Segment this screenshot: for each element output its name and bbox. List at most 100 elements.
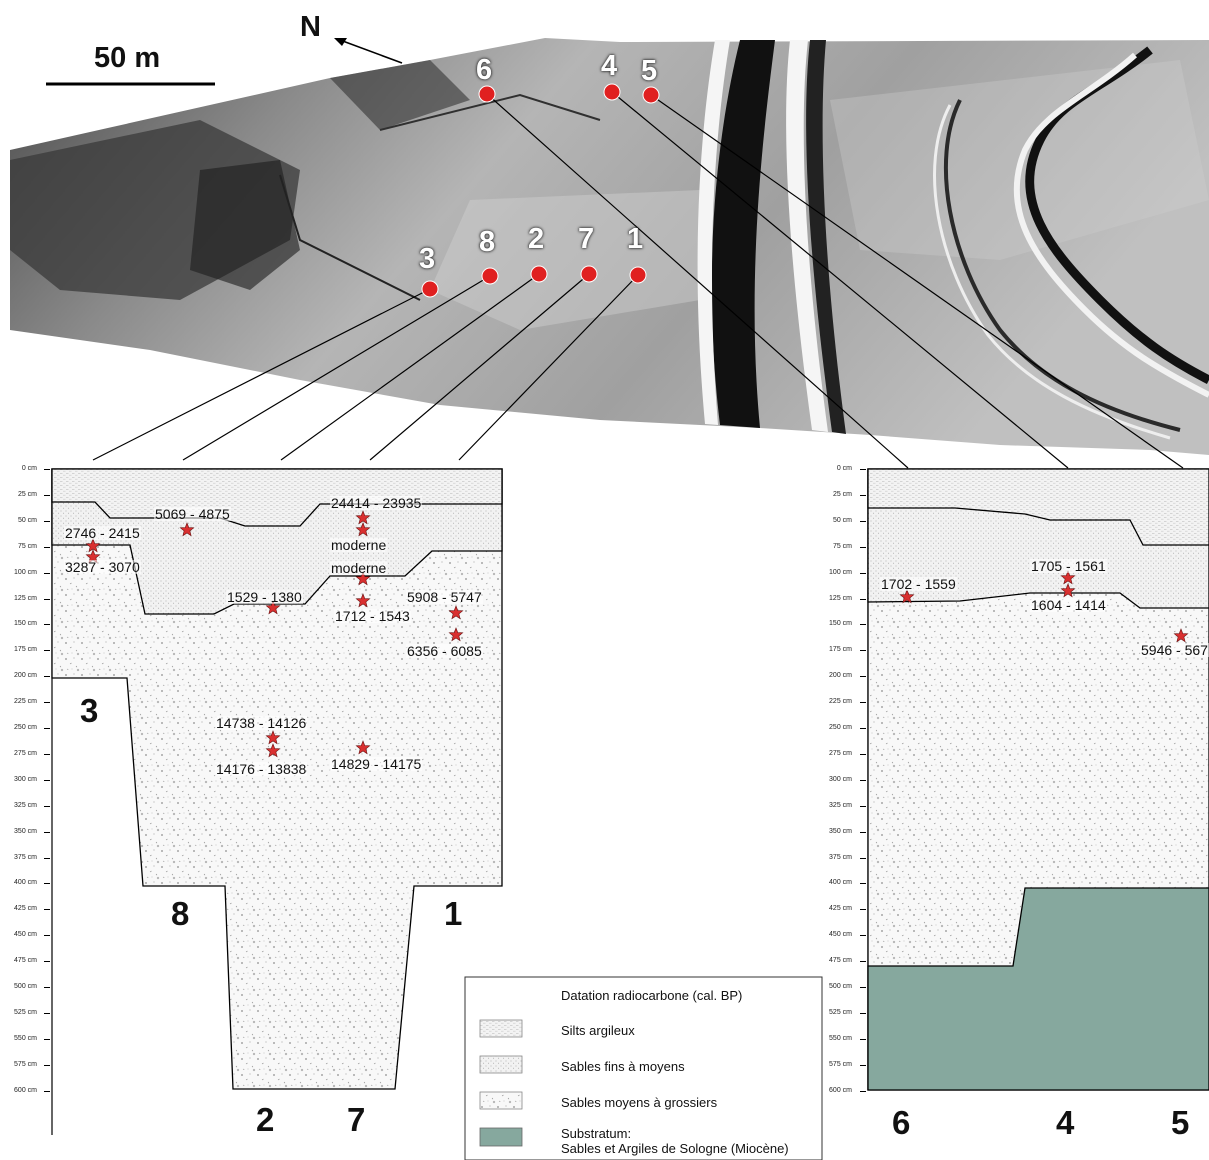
depth-tick-label: 150 cm	[829, 620, 852, 628]
depth-tick-label: 550 cm	[14, 1034, 37, 1042]
map-point-label-4: 4	[601, 50, 618, 82]
date-label: 1712 - 1543	[334, 608, 411, 624]
scale-bar-label: 50 m	[94, 42, 161, 74]
radiocarbon-star-icon	[355, 522, 371, 537]
depth-tick-mark	[44, 1064, 50, 1066]
depth-tick-label: 200 cm	[829, 672, 852, 680]
depth-tick-mark	[860, 987, 866, 988]
depth-tick-label: 600 cm	[829, 1086, 852, 1094]
right-section	[867, 468, 1209, 1091]
depth-tick-mark	[44, 987, 50, 988]
depth-tick-label: 175 cm	[829, 646, 852, 654]
depth-tick-label: 275 cm	[14, 749, 37, 757]
depth-tick-label: 50 cm	[17, 516, 37, 524]
depth-tick-label: 250 cm	[829, 724, 852, 731]
depth-tick-label: 525 cm	[829, 1008, 852, 1016]
radiocarbon-star-icon	[355, 593, 371, 608]
depth-tick-mark	[860, 935, 866, 937]
date-label: 2746 - 2415	[64, 525, 141, 541]
depth-tick-label: 425 cm	[14, 905, 37, 913]
depth-tick-mark	[44, 961, 50, 963]
depth-tick-mark	[860, 805, 866, 807]
depth-tick-mark	[860, 520, 866, 522]
depth-tick-mark	[44, 753, 50, 755]
map-point-label-8: 8	[479, 226, 496, 258]
layer-silt-right	[867, 468, 1209, 546]
depth-tick-mark	[860, 650, 866, 652]
depth-tick-mark	[44, 935, 50, 937]
radiocarbon-star-icon	[85, 538, 101, 553]
legend-label-fine-sand: Sables fins à moyens	[561, 1059, 685, 1074]
date-label: 1604 - 1414	[1030, 597, 1107, 613]
legend-swatch-fine-sand	[479, 1055, 523, 1074]
depth-tick-mark	[44, 1038, 50, 1040]
depth-tick-label: 425 cm	[829, 905, 852, 913]
depth-tick-label: 500 cm	[829, 983, 852, 990]
date-label: 1705 - 1561	[1030, 558, 1107, 574]
depth-tick-mark	[860, 753, 866, 755]
depth-tick-label: 200 cm	[14, 672, 37, 680]
core-label-7: 7	[347, 1101, 366, 1138]
sampling-point-2	[530, 265, 548, 283]
depth-tick-mark	[44, 909, 50, 911]
depth-tick-label: 250 cm	[14, 724, 37, 731]
sampling-point-7	[580, 265, 598, 283]
depth-tick-label: 225 cm	[829, 698, 852, 706]
depth-tick-label: 400 cm	[829, 879, 852, 887]
depth-tick-label: 275 cm	[829, 749, 852, 757]
depth-tick-mark	[44, 546, 50, 548]
north-label: N	[300, 11, 321, 43]
core-label-5: 5	[1171, 1104, 1190, 1141]
radiocarbon-star-icon	[448, 605, 464, 620]
depth-tick-label: 25 cm	[832, 490, 852, 498]
depth-tick-mark	[860, 702, 866, 704]
depth-tick-mark	[44, 1012, 50, 1014]
map-point-label-6: 6	[476, 54, 493, 86]
core-label-6: 6	[892, 1104, 911, 1141]
depth-tick-label: 550 cm	[829, 1034, 852, 1042]
radiocarbon-star-icon	[1060, 570, 1076, 585]
legend-label-coarse-sand: Sables moyens à grossiers	[561, 1095, 718, 1110]
depth-tick-label: 350 cm	[829, 827, 852, 835]
depth-tick-mark	[44, 883, 50, 885]
depth-tick-mark	[44, 831, 50, 833]
depth-tick-label: 125 cm	[829, 594, 852, 602]
core-label-3: 3	[80, 692, 99, 729]
map-point-label-2: 2	[528, 223, 545, 255]
depth-tick-label: 375 cm	[14, 853, 37, 861]
depth-tick-mark	[44, 728, 50, 729]
depth-tick-label: 475 cm	[829, 957, 852, 965]
depth-tick-label: 575 cm	[14, 1060, 37, 1068]
depth-tick-mark	[44, 857, 50, 859]
depth-tick-label: 100 cm	[14, 568, 37, 576]
depth-tick-mark	[860, 1090, 866, 1092]
legend-label-radiocarbon: Datation radiocarbone (cal. BP)	[561, 988, 743, 1003]
sampling-point-1	[629, 266, 647, 284]
depth-tick-mark	[860, 494, 866, 496]
depth-tick-label: 475 cm	[14, 957, 37, 965]
depth-tick-mark	[860, 1064, 866, 1066]
radiocarbon-star-icon	[1173, 628, 1189, 643]
depth-tick-mark	[44, 1090, 50, 1092]
radiocarbon-star-icon	[265, 600, 281, 615]
layer-substratum	[867, 887, 1209, 1091]
core-label-2: 2	[256, 1101, 275, 1138]
depth-tick-label: 50 cm	[832, 516, 852, 524]
depth-tick-mark	[860, 857, 866, 859]
depth-tick-label: 75 cm	[832, 542, 852, 550]
radiocarbon-star-icon	[355, 571, 371, 586]
date-label: 1529 - 1380	[226, 589, 303, 605]
depth-tick-label: 575 cm	[829, 1060, 852, 1068]
depth-tick-mark	[860, 572, 866, 574]
depth-tick-label: 300 cm	[829, 775, 852, 783]
depth-tick-mark	[860, 883, 866, 885]
depth-tick-label: 100 cm	[829, 568, 852, 576]
depth-tick-mark	[860, 598, 866, 600]
terrain-model	[10, 38, 1209, 455]
legend-swatch-substratum	[479, 1127, 523, 1147]
legend-swatch-silt	[479, 1019, 523, 1038]
depth-tick-label: 25 cm	[17, 490, 37, 498]
radiocarbon-star-icon	[899, 589, 915, 604]
date-label: 24414 - 23935	[330, 495, 423, 511]
